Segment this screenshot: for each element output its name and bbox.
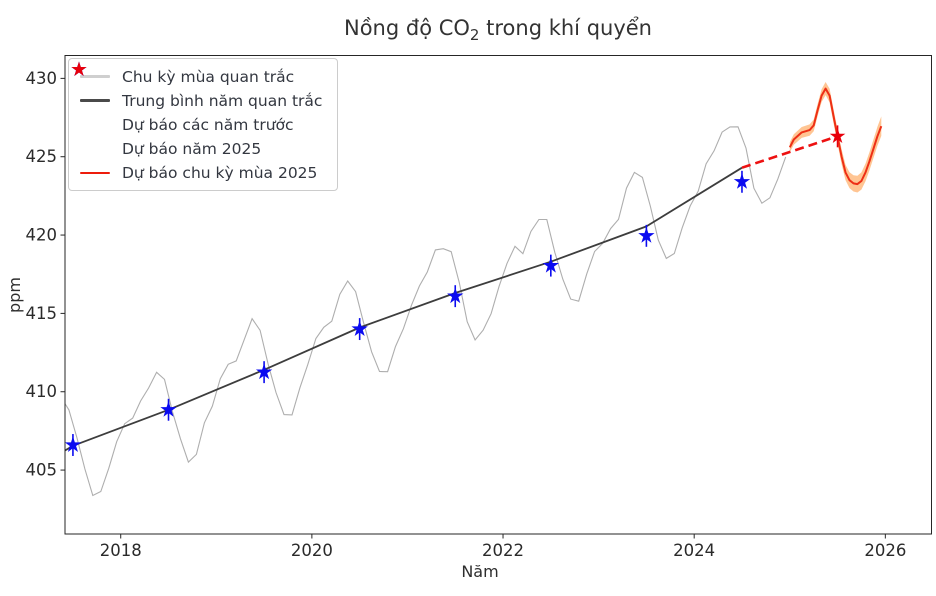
- legend-item-forecast-2025: Dự báo năm 2025: [71, 61, 322, 159]
- axes-frame: [64, 55, 932, 535]
- forecast-connector-line: [741, 135, 838, 169]
- legend-label: Trung bình năm quan trắc: [122, 91, 323, 110]
- legend-line-sample: [80, 75, 110, 78]
- forecast-2025-star: [829, 128, 846, 143]
- legend-label: Dự báo các năm trước: [122, 115, 294, 134]
- legend-sample-red-line: [78, 171, 112, 174]
- legend: Chu kỳ mùa quan trắc Trung bình năm quan…: [68, 58, 339, 191]
- legend-item-forecast-seasonal: Dự báo chu kỳ mùa 2025: [78, 162, 322, 183]
- chart-title: Nồng độ CO2 trong khí quyển: [65, 15, 931, 48]
- y-tick-label: 420: [26, 226, 58, 245]
- legend-sample-gray-line: [78, 75, 112, 78]
- y-axis-label: ppm: [5, 277, 24, 313]
- observed-seasonal-line: [65, 126, 787, 497]
- prev-forecast-star: [638, 227, 655, 243]
- x-tick-label: 2022: [482, 541, 524, 560]
- legend-label: Dự báo chu kỳ mùa 2025: [122, 163, 318, 182]
- legend-line-sample: [80, 99, 110, 102]
- legend-sample-dark-line: [78, 99, 112, 102]
- prev-forecast-star: [733, 173, 751, 189]
- chart-title-prefix: Nồng độ CO: [344, 16, 470, 40]
- y-tick-label: 405: [26, 461, 58, 480]
- legend-item-prev-forecasts: Dự báo các năm trước: [71, 61, 322, 135]
- forecast-seasonal-line: [788, 87, 883, 186]
- legend-item-annual-mean: Trung bình năm quan trắc: [78, 90, 322, 111]
- legend-item-observed-seasonal: Chu kỳ mùa quan trắc: [78, 66, 322, 87]
- legend-label: Dự báo năm 2025: [122, 139, 262, 158]
- y-tick-label: 430: [26, 69, 58, 88]
- prev-forecast-star: [160, 401, 177, 417]
- legend-label: Chu kỳ mùa quan trắc: [122, 67, 295, 86]
- prev-forecast-star: [447, 287, 464, 304]
- y-tick-label: 425: [26, 147, 58, 166]
- x-axis-label: Năm: [461, 562, 499, 581]
- prev-forecast-star: [351, 320, 368, 337]
- x-tick-label: 2020: [291, 541, 333, 560]
- star-icon: [71, 61, 87, 76]
- x-tick-label: 2018: [100, 541, 142, 560]
- legend-line-sample: [80, 171, 110, 174]
- y-tick-label: 415: [26, 304, 58, 323]
- prev-forecast-star: [65, 436, 82, 452]
- plot-area: [65, 82, 883, 497]
- y-tick-label: 410: [26, 382, 58, 401]
- chart-title-suffix: trong khí quyển: [479, 16, 652, 40]
- x-tick-label: 2026: [864, 541, 906, 560]
- chart-title-subscript: 2: [469, 26, 480, 45]
- x-tick-label: 2024: [673, 541, 715, 560]
- prev-forecast-star: [255, 363, 273, 380]
- prev-forecast-star: [542, 257, 559, 273]
